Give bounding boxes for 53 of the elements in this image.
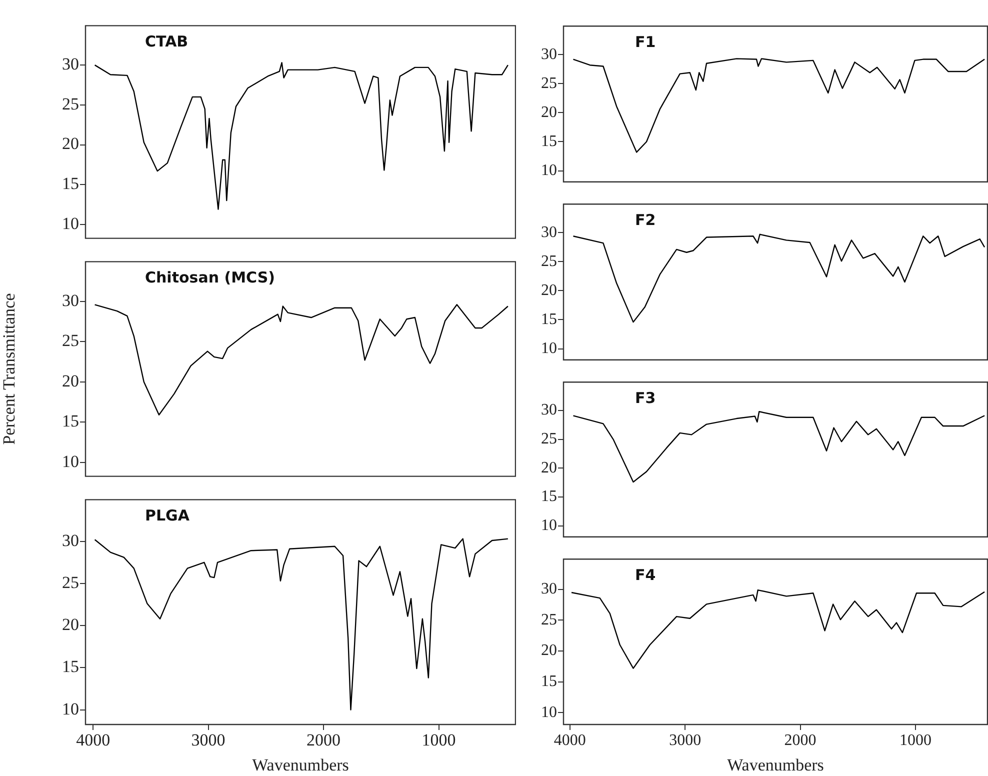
x-tick-label: 2000: [784, 732, 816, 749]
text: F3: [635, 388, 656, 407]
y-tick-label: 20: [62, 134, 79, 154]
y-tick-label: 20: [62, 615, 79, 634]
y-tick-label: 20: [541, 282, 557, 299]
y-tick-label: 15: [62, 174, 79, 194]
y-tick-label: 15: [62, 412, 79, 431]
y-tick-label: 10: [541, 704, 557, 721]
y-tick-label: 20: [541, 104, 557, 121]
y-tick-label: 20: [62, 371, 79, 390]
y-tick-label: 25: [62, 572, 79, 592]
y-tick-label: 25: [541, 252, 557, 270]
x-tick-label: 2000: [306, 730, 341, 750]
y-tick-label: 15: [541, 310, 557, 328]
y-tick-label: 30: [62, 530, 79, 550]
y-tick-label: 15: [541, 488, 557, 506]
y-tick-label: 15: [541, 132, 557, 150]
y-tick-label: 25: [62, 94, 79, 114]
y-tick-label: 10: [541, 517, 557, 534]
y-tick-label: 30: [62, 290, 79, 310]
x-axis-title: Wavenumbers: [727, 755, 824, 774]
text: F1: [635, 32, 656, 51]
y-tick-label: 25: [541, 611, 557, 628]
y-tick-label: 30: [541, 580, 557, 598]
y-tick-label: 20: [541, 459, 557, 476]
x-tick-label: 1000: [899, 732, 932, 749]
y-tick-label: 15: [541, 673, 557, 690]
y-tick-label: 20: [541, 642, 557, 660]
y-axis-title: Percent Transmittance: [0, 293, 19, 445]
x-axis-title: Wavenumbers: [252, 755, 349, 774]
y-tick-label: 10: [62, 214, 79, 233]
y-tick-label: 25: [62, 331, 79, 350]
text: CTAB: [145, 32, 188, 51]
text: F2: [635, 210, 656, 229]
y-tick-label: 10: [541, 162, 557, 179]
text: F4: [635, 566, 656, 584]
y-tick-label: 10: [62, 452, 79, 471]
y-tick-label: 30: [62, 54, 79, 74]
y-tick-label: 30: [541, 46, 557, 63]
y-tick-label: 25: [541, 74, 557, 92]
y-tick-label: 30: [541, 224, 557, 241]
text: PLGA: [145, 506, 190, 525]
x-tick-label: 3000: [669, 732, 702, 749]
x-tick-label: 4000: [554, 732, 586, 749]
text: Chitosan (MCS): [145, 268, 275, 287]
y-tick-label: 25: [541, 430, 557, 448]
y-tick-label: 15: [62, 657, 79, 676]
x-tick-label: 4000: [76, 730, 110, 750]
y-tick-label: 10: [541, 340, 557, 357]
y-tick-label: 30: [541, 402, 557, 419]
y-tick-label: 10: [62, 699, 79, 718]
x-tick-label: 3000: [191, 730, 226, 750]
x-tick-label: 1000: [422, 730, 456, 750]
